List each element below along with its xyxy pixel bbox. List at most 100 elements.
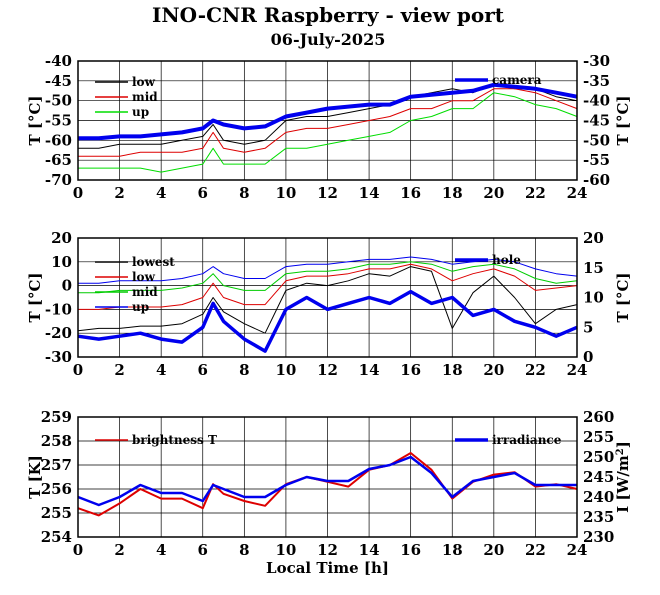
x-tick-label: 12	[317, 361, 338, 379]
x-tick-label: 20	[483, 361, 504, 379]
x-tick-label: 16	[400, 361, 421, 379]
y-tick-label: 10	[51, 253, 72, 271]
x-tick-label: 4	[156, 184, 166, 202]
legend-label: mid	[132, 285, 158, 299]
y2-tick-label: 260	[583, 408, 614, 426]
y-tick-label: -10	[45, 300, 72, 318]
series-mid-line	[78, 261, 578, 294]
x-tick-label: 14	[359, 541, 380, 559]
plot-frame	[77, 416, 578, 538]
y-tick-label: 257	[41, 456, 72, 474]
y2-tick-label: -50	[583, 131, 610, 149]
y2-tick-label: 10	[583, 289, 604, 307]
y-tick-label: -60	[45, 131, 72, 149]
y2-tick-label: -40	[583, 92, 610, 110]
x-tick-label: 10	[275, 541, 296, 559]
x-tick-label: 10	[275, 361, 296, 379]
plot-frame	[77, 60, 578, 181]
y-tick-label: 256	[41, 480, 72, 498]
y-tick-label: 254	[41, 528, 72, 546]
x-tick-label: 20	[483, 184, 504, 202]
y2-tick-label: 245	[583, 468, 614, 486]
x-tick-label: 2	[114, 361, 124, 379]
y2-tick-label: -60	[583, 171, 610, 189]
x-tick-label: 14	[359, 361, 380, 379]
y2-tick-label: 240	[583, 488, 614, 506]
x-tick-label: 18	[442, 361, 463, 379]
series-camera-line	[78, 82, 578, 141]
y2-axis-label: I [W/m2]	[614, 441, 632, 513]
x-tick-label: 24	[567, 361, 588, 379]
series-up-line	[78, 256, 578, 284]
legend-label: hole	[492, 253, 521, 267]
series-irradiance-line	[77, 455, 577, 507]
y-tick-label: -50	[45, 92, 72, 110]
x-tick-label: 16	[400, 541, 421, 559]
y-tick-label: -55	[45, 112, 72, 130]
x-tick-label: 8	[239, 361, 249, 379]
x-tick-label: 6	[198, 184, 208, 202]
legend-label: irradiance	[492, 433, 562, 447]
legend-label: mid	[132, 90, 158, 104]
x-tick-label: 22	[525, 361, 546, 379]
y2-tick-label: 235	[583, 508, 614, 526]
y-axis-label: T [°C]	[26, 272, 44, 322]
x-tick-label: 4	[156, 361, 166, 379]
y-axis-label: T [K]	[26, 455, 44, 499]
x-tick-label: 10	[275, 184, 296, 202]
x-tick-label: 2	[114, 184, 124, 202]
panel-3: 0 2 4 6 8 10 12 14 16 18 20 22 242542552562572582592…	[26, 408, 632, 577]
y2-tick-label: 250	[583, 448, 614, 466]
y-tick-label: -30	[45, 348, 72, 366]
x-tick-label: 20	[483, 541, 504, 559]
chart-title: INO-CNR Raspberry - view port	[152, 3, 505, 27]
series-hole-line	[77, 289, 578, 353]
y2-axis-label: T [°C]	[614, 95, 632, 145]
y2-tick-label: 5	[583, 318, 593, 336]
y2-tick-label: -30	[583, 52, 610, 70]
x-tick-label: 4	[156, 541, 166, 559]
x-tick-label: 18	[442, 184, 463, 202]
x-tick-label: 8	[239, 541, 249, 559]
panel-2: 0 2 4 6 8 10 12 14 16 18 20 22 24-30-20-100102005101…	[26, 229, 632, 379]
x-tick-label: 18	[442, 541, 463, 559]
x-tick-label: 12	[317, 541, 338, 559]
y-tick-label: 258	[41, 432, 72, 450]
x-tick-label: 6	[198, 541, 208, 559]
y-tick-label: -45	[45, 72, 72, 90]
series-up-line	[78, 92, 578, 173]
y2-tick-label: -35	[583, 72, 610, 90]
legend-label: camera	[492, 73, 542, 87]
legend-label: low	[132, 75, 156, 89]
x-tick-label: 22	[525, 184, 546, 202]
y-tick-label: -40	[45, 52, 72, 70]
x-tick-label: 22	[525, 541, 546, 559]
x-tick-label: 8	[239, 184, 249, 202]
x-tick-label: 14	[359, 184, 380, 202]
x-tick-label: 0	[73, 184, 83, 202]
y-tick-label: -65	[45, 151, 72, 169]
y2-tick-label: 255	[583, 428, 614, 446]
x-tick-label: 2	[114, 541, 124, 559]
y-tick-label: 255	[41, 504, 72, 522]
x-axis-label: Local Time [h]	[266, 559, 389, 577]
legend-label: low	[132, 270, 156, 284]
y-tick-label: -70	[45, 171, 72, 189]
panel-1: 0 2 4 6 8 10 12 14 16 18 20 22 24-70-65-60-55-50-45-…	[26, 52, 632, 202]
legend-label: brightness T	[132, 433, 217, 447]
x-tick-label: 6	[198, 361, 208, 379]
y2-tick-label: -55	[583, 151, 610, 169]
legend-label: up	[132, 300, 149, 314]
y-tick-label: -20	[45, 324, 72, 342]
x-tick-label: 24	[567, 184, 588, 202]
x-tick-label: 16	[400, 184, 421, 202]
y2-tick-label: 0	[583, 348, 593, 366]
y-tick-label: 20	[51, 229, 72, 247]
x-tick-label: 0	[73, 361, 83, 379]
y2-tick-label: 15	[583, 259, 604, 277]
legend-label: lowest	[132, 255, 175, 269]
legend-label: up	[132, 105, 149, 119]
y2-tick-label: -45	[583, 112, 610, 130]
x-tick-label: 24	[567, 541, 588, 559]
y2-tick-label: 20	[583, 229, 604, 247]
